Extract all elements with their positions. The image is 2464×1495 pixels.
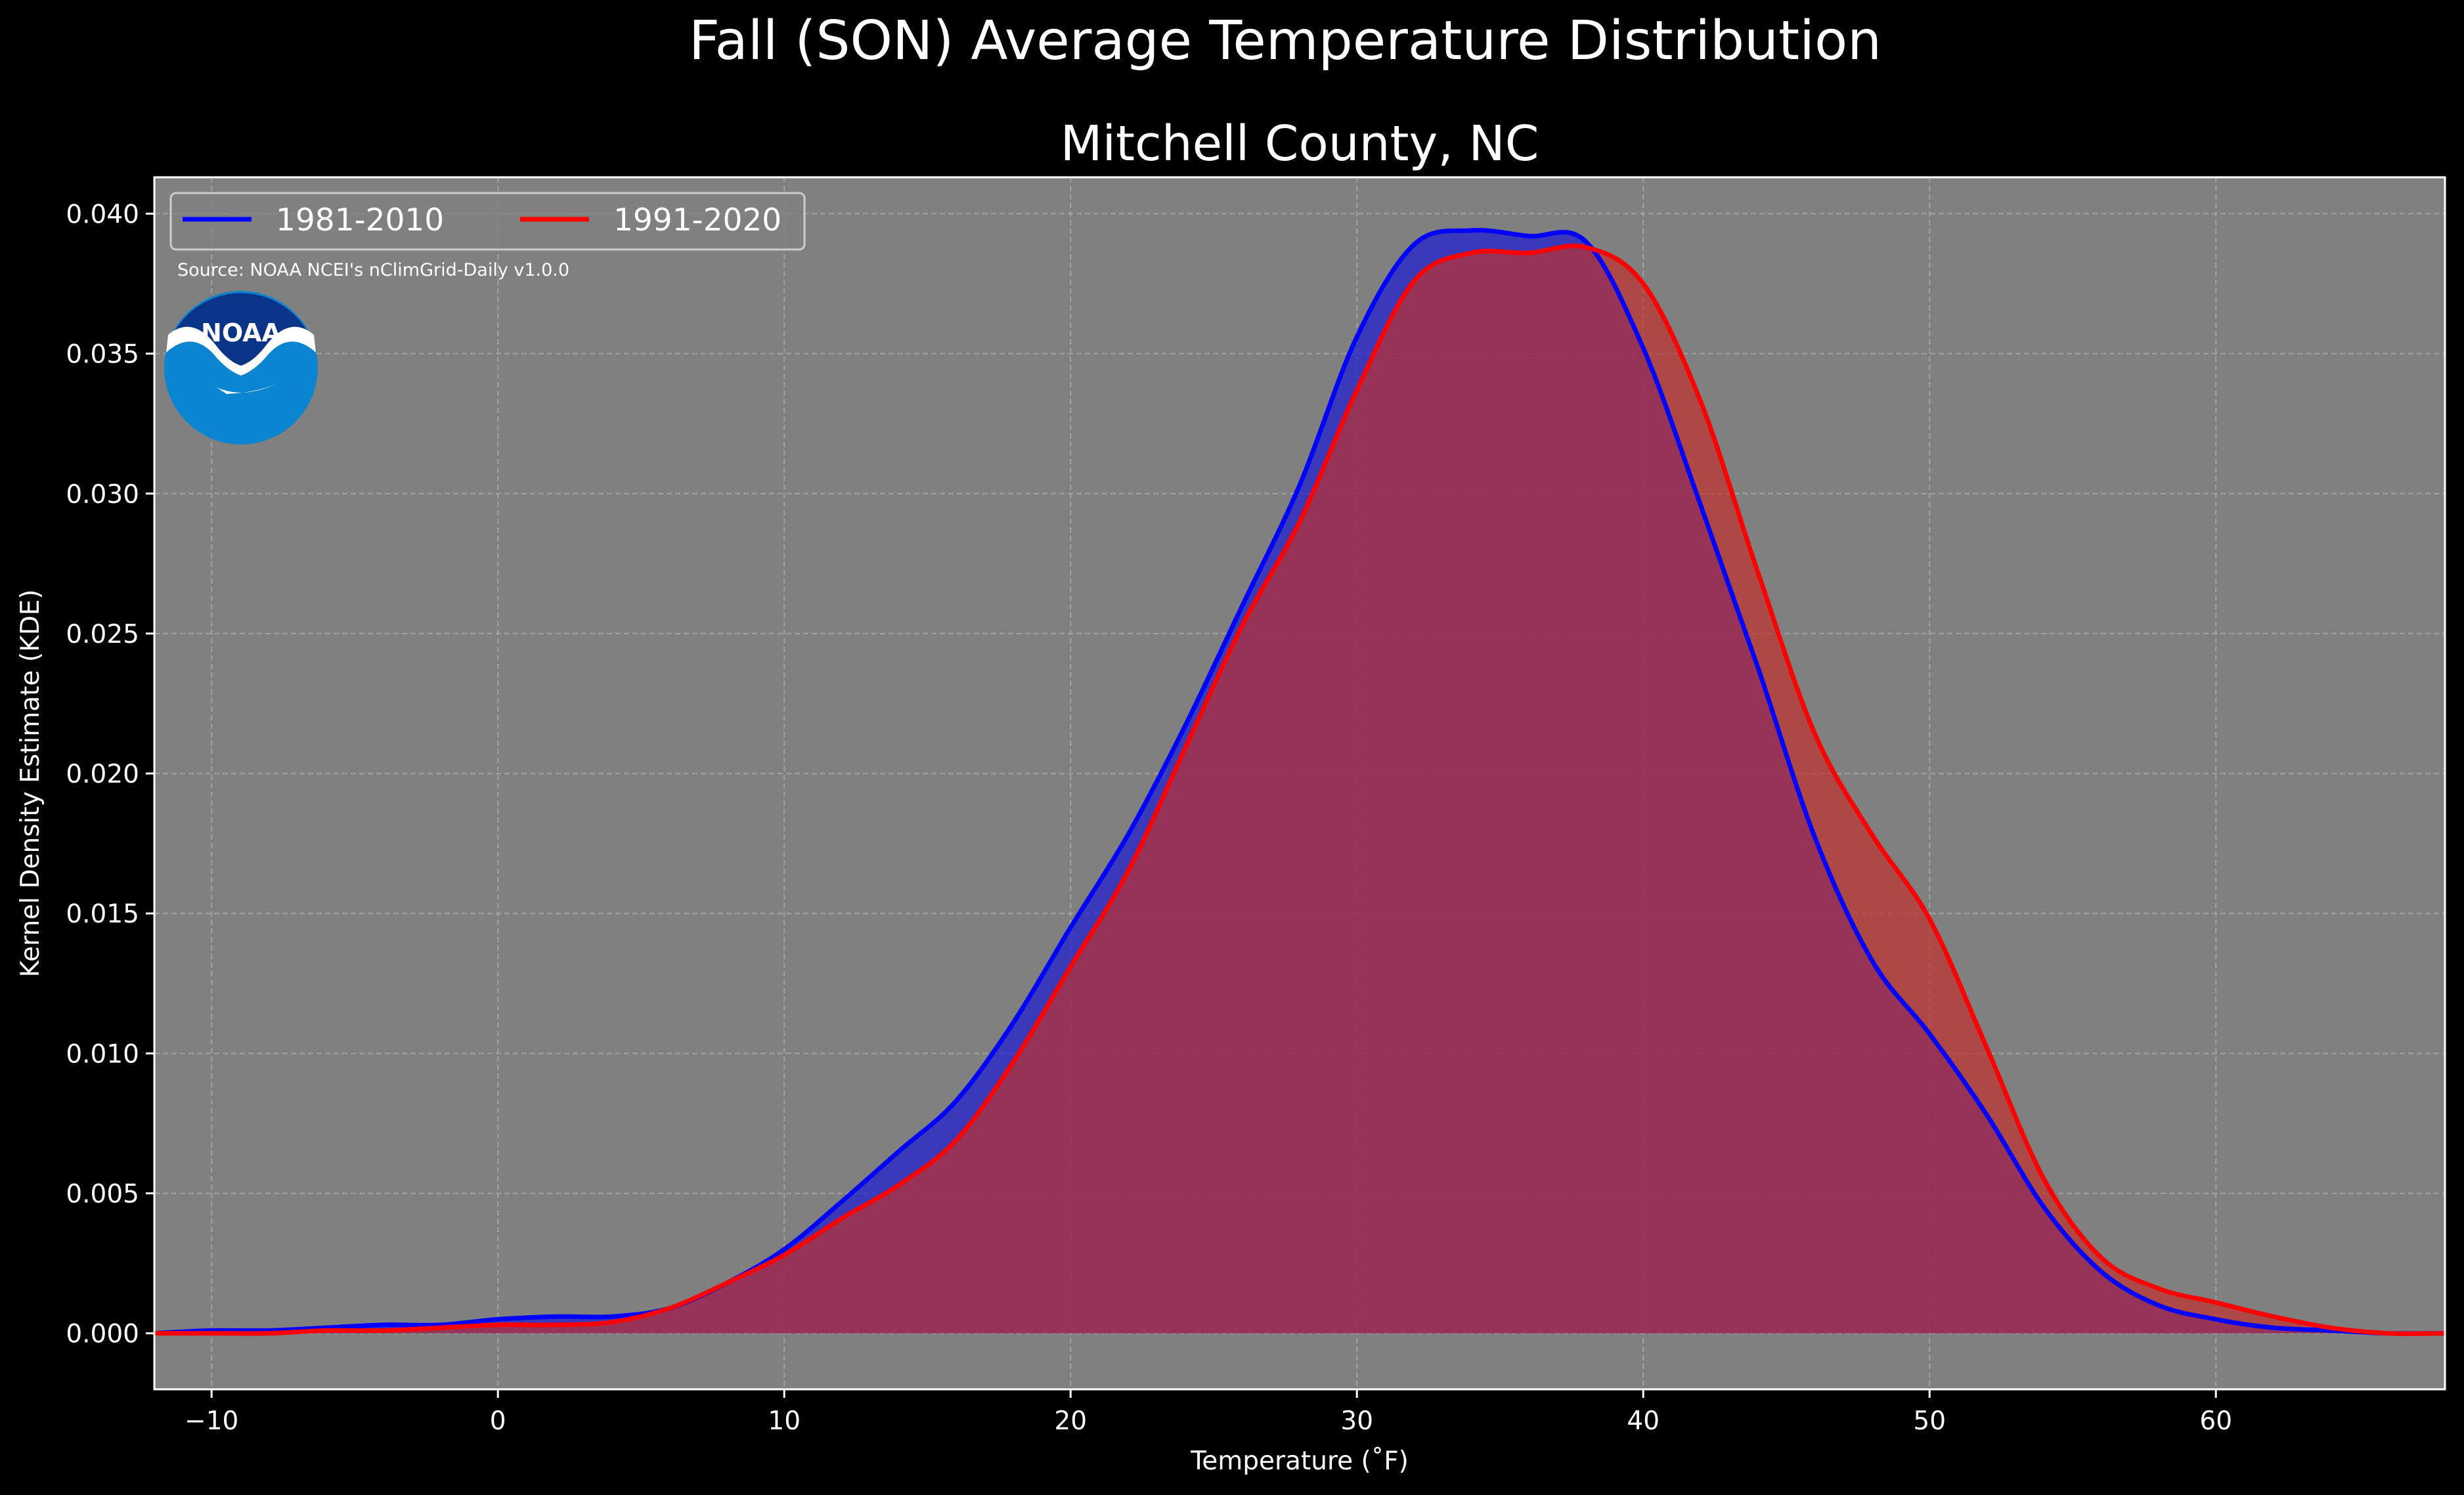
x-tick-label: −10 (185, 1406, 238, 1436)
legend: 1981-2010 1991-2020 (169, 192, 806, 251)
y-axis-label: Kernel Density Estimate (KDE) (16, 590, 45, 978)
legend-box (169, 192, 806, 251)
x-tick-label: 0 (490, 1406, 506, 1436)
plot-area-border (153, 176, 2446, 1391)
density-area-1991-2020 (154, 246, 2445, 1334)
x-tick-label: 40 (1627, 1406, 1660, 1436)
density-line-1991-2020 (154, 243, 2446, 1336)
y-tick-label: 0.020 (66, 760, 139, 789)
y-axis-ticks: 0.000 0.005 0.010 0.015 0.020 0.025 0.030 0.035… (66, 200, 154, 1349)
x-tick-label: 10 (768, 1406, 801, 1436)
x-tick-label: 20 (1054, 1406, 1087, 1436)
x-axis-label: Temperature (˚F) (1190, 1446, 1409, 1476)
y-tick-label: 0.010 (66, 1039, 139, 1069)
density-line-1981-2010 (154, 228, 2446, 1336)
y-tick-label: 0.035 (66, 340, 139, 370)
density-lines (154, 228, 2446, 1336)
noaa-logo-icon: NOAA (164, 291, 318, 444)
density-fills (154, 230, 2445, 1334)
legend-label-1991-2020: 1991-2020 (613, 202, 781, 238)
x-tick-label: 50 (1913, 1406, 1946, 1436)
y-tick-label: 0.000 (66, 1320, 139, 1349)
y-tick-label: 0.040 (66, 200, 139, 229)
y-tick-label: 0.005 (66, 1180, 139, 1209)
source-note: Source: NOAA NCEI's nClimGrid-Daily v1.0… (177, 260, 569, 280)
legend-label-1981-2010: 1981-2010 (276, 202, 444, 238)
logo-text: NOAA (201, 318, 281, 347)
x-axis-ticks: −10 0 10 20 30 40 50 60 (185, 1389, 2232, 1436)
chart-suptitle: Fall (SON) Average Temperature Distribut… (689, 10, 1881, 72)
y-tick-label: 0.025 (66, 620, 139, 649)
y-tick-label: 0.015 (66, 899, 139, 929)
x-tick-label: 30 (1340, 1406, 1373, 1436)
x-tick-label: 60 (2199, 1406, 2232, 1436)
y-tick-label: 0.030 (66, 480, 139, 509)
chart-title: Mitchell County, NC (1061, 116, 1539, 172)
